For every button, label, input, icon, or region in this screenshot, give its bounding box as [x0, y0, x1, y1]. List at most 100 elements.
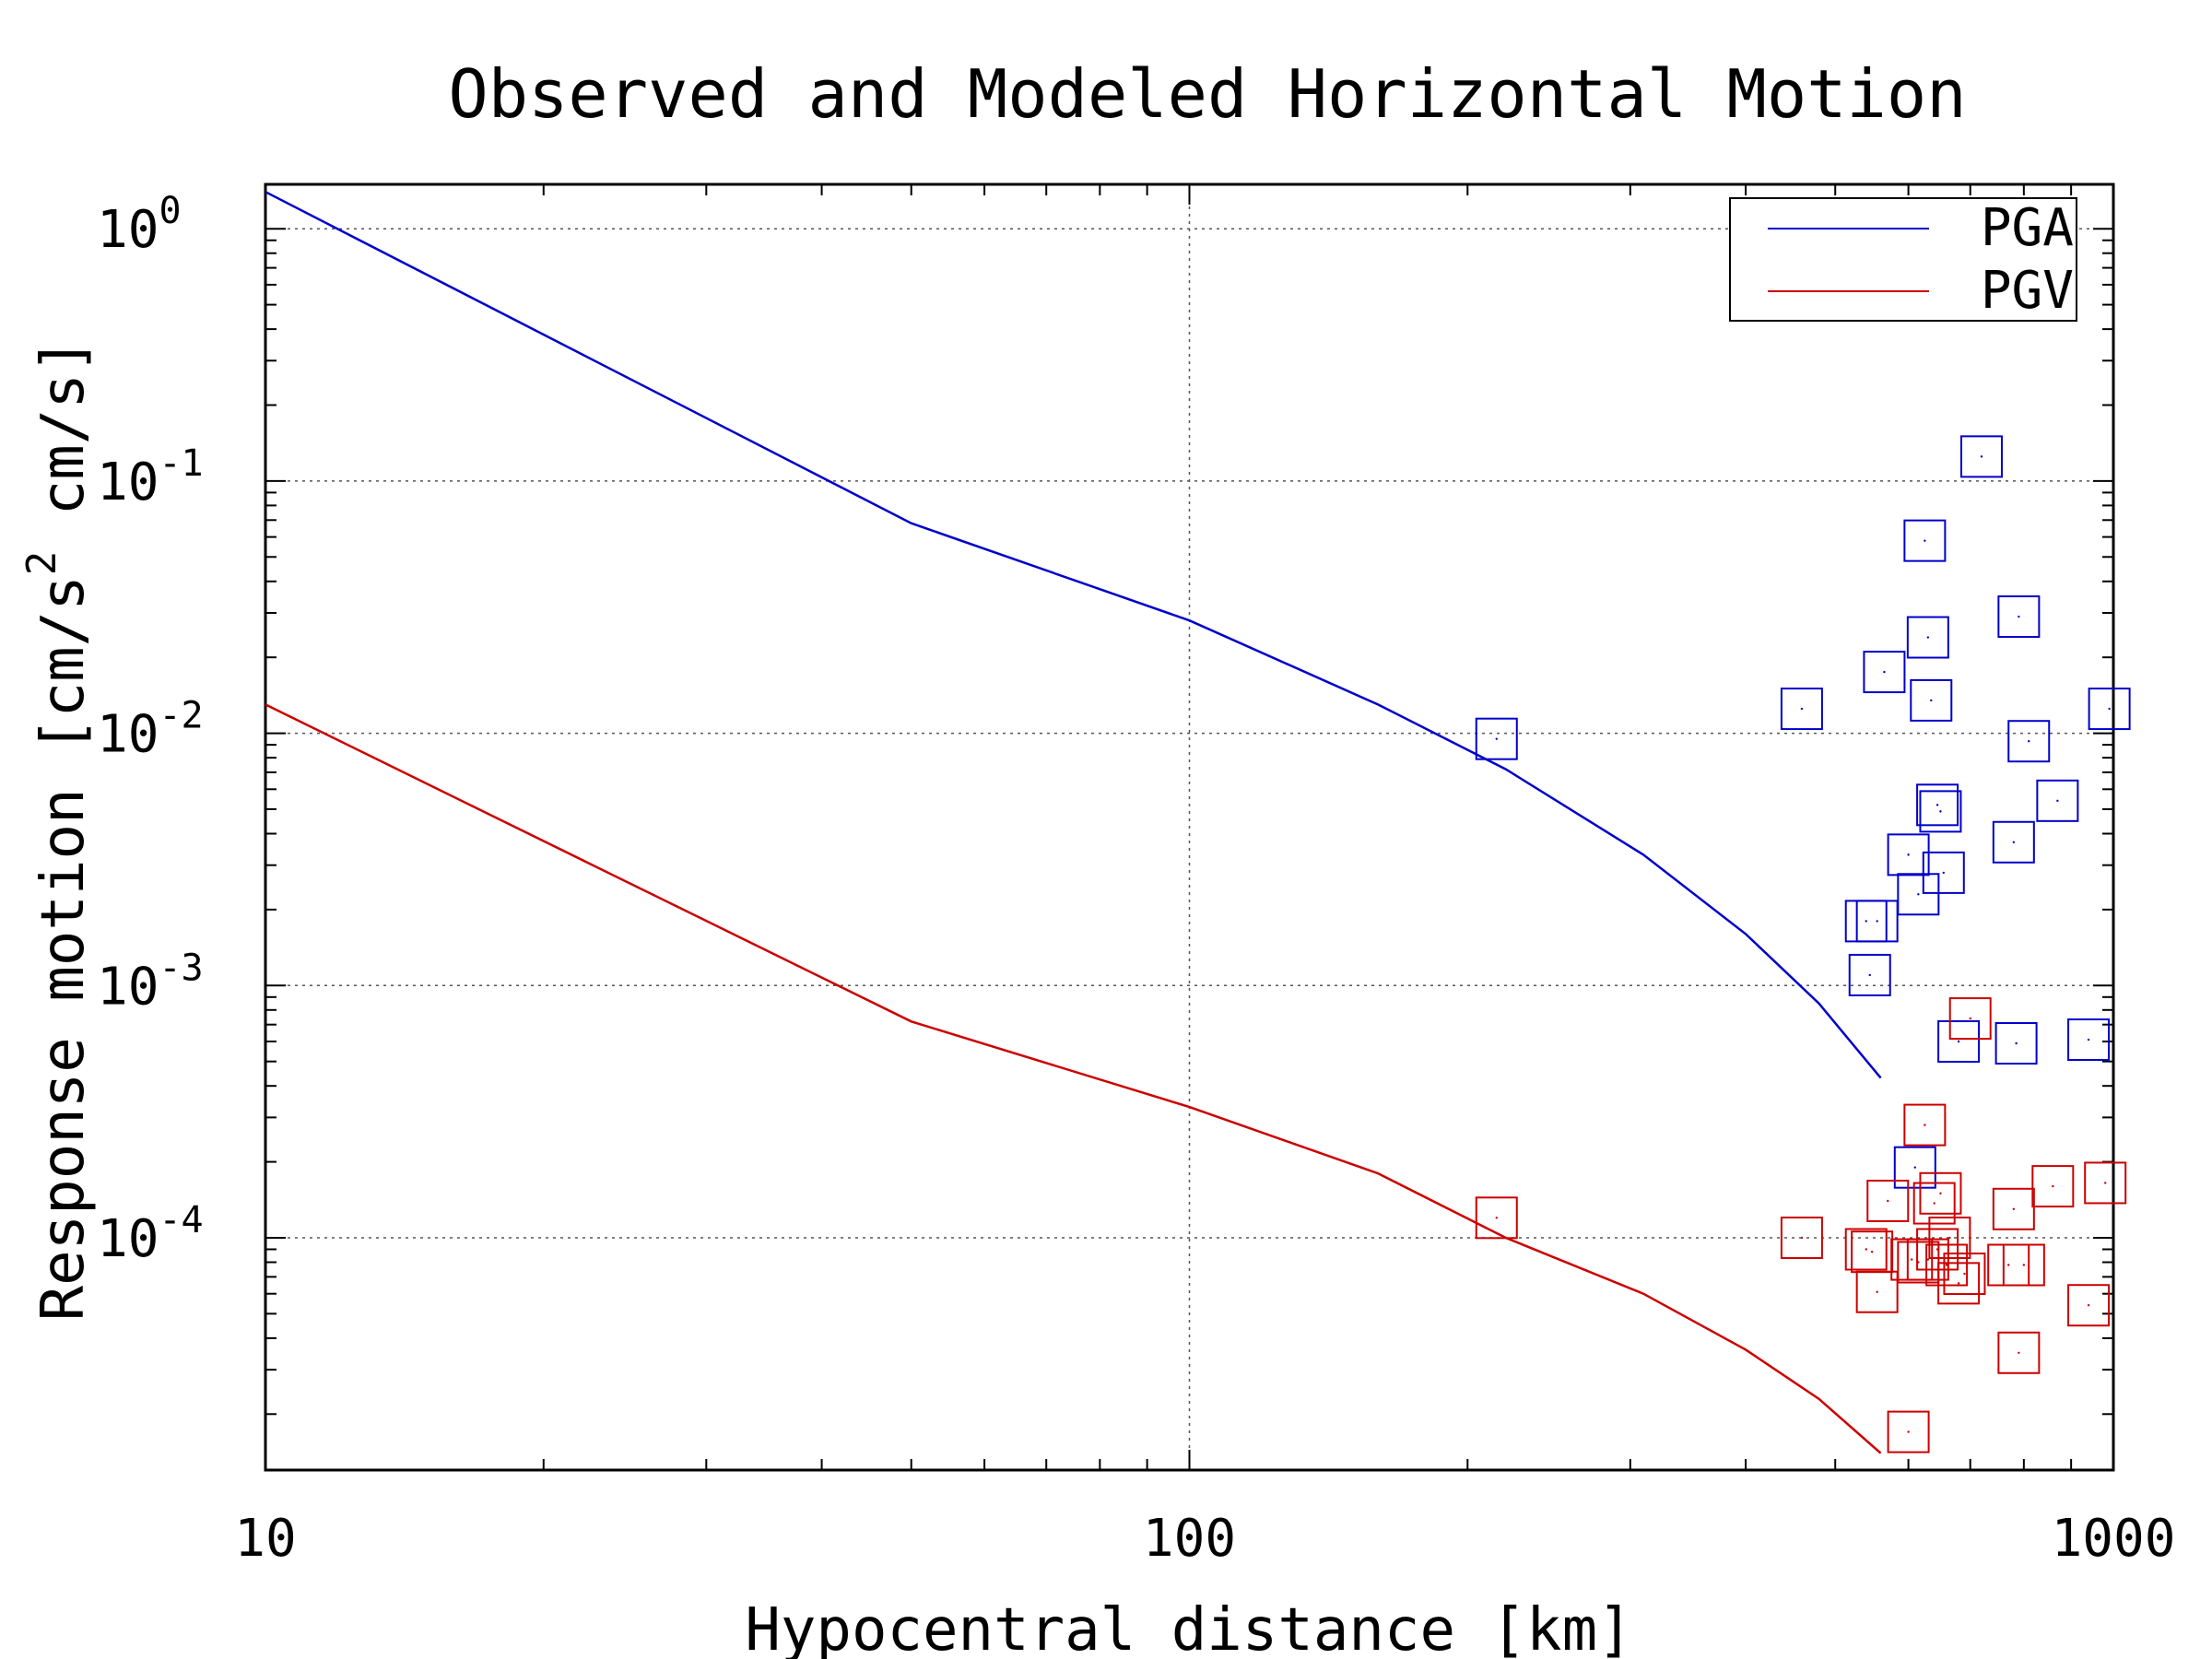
observed-marker	[1906, 616, 1949, 659]
legend-label-pga: PGA	[1981, 198, 2074, 258]
observed-marker-dot	[1876, 920, 1878, 923]
observed-marker	[1928, 1216, 1971, 1259]
observed-marker-dot	[1957, 1040, 1960, 1043]
observed-marker	[1848, 953, 1891, 996]
observed-marker-dot	[1865, 1248, 1867, 1251]
series-lines	[265, 191, 1882, 1454]
observed-marker-dot	[1868, 973, 1871, 977]
observed-marker-dot	[1969, 1017, 1971, 1020]
observed-marker-dot	[2007, 1264, 2010, 1266]
observed-marker	[1919, 1171, 1962, 1215]
x-tick-label: 1000	[2052, 1509, 2176, 1569]
observed-marker-dot	[1924, 1124, 1926, 1126]
observed-marker-dot	[1930, 699, 1933, 702]
observed-marker-dot	[1876, 1290, 1878, 1293]
y-tick-label: 10-2	[97, 695, 204, 765]
observed-marker	[1937, 1020, 1981, 1063]
observed-marker	[1912, 1182, 1956, 1225]
observed-marker	[2067, 1018, 2111, 1062]
observed-marker-dot	[2022, 1264, 2026, 1266]
observed-marker	[1992, 820, 2035, 864]
observed-marker	[2036, 779, 2079, 822]
observed-marker-dot	[1495, 737, 1498, 740]
observed-marker-dot	[1936, 1248, 1939, 1251]
observed-marker-dot	[1911, 1258, 1913, 1261]
observed-marker	[2002, 1243, 2045, 1287]
observed-marker	[2088, 688, 2131, 731]
y-tick-exponent: -2	[159, 695, 203, 737]
observed-marker	[2084, 1161, 2127, 1205]
y-axis-label-tail: cm/s]	[29, 338, 98, 551]
observed-marker	[1903, 519, 1947, 562]
observed-marker-dot	[2056, 799, 2059, 803]
observed-marker	[1925, 1243, 1969, 1287]
observed-marker-dot	[1963, 1272, 1966, 1276]
observed-marker-dot	[1924, 539, 1926, 542]
legend-label-pgv: PGV	[1981, 261, 2074, 321]
observed-marker	[1844, 1228, 1888, 1271]
observed-marker	[1855, 1270, 1899, 1313]
observed-marker	[1937, 1262, 1981, 1305]
observed-marker	[1959, 435, 2003, 478]
observed-marker	[1997, 595, 2041, 639]
observed-marker	[1887, 833, 1930, 877]
observed-marker	[1780, 1216, 1823, 1259]
series-line-pgv	[265, 703, 1882, 1454]
observed-marker	[1866, 1179, 1910, 1222]
observed-marker-dot	[1939, 810, 1942, 813]
y-tick-label: 100	[97, 190, 182, 260]
observed-marker-dot	[1800, 1236, 1804, 1240]
y-tick-exponent: 0	[159, 190, 181, 232]
observed-marker	[1897, 873, 1940, 916]
observed-marker	[1910, 678, 1953, 722]
observed-marker-dot	[1907, 1430, 1910, 1433]
observed-marker-dot	[1945, 1264, 1948, 1266]
observed-marker-dot	[1926, 636, 1930, 639]
observed-marker	[1780, 688, 1823, 731]
observed-marker-dot	[1800, 707, 1804, 711]
y-tick-base: 10	[97, 1209, 159, 1269]
observed-marker-dot	[2018, 1351, 2020, 1354]
y-axis-label: Response motion [cm/s2 cm/s]	[18, 338, 98, 1322]
observed-marker	[1475, 1196, 1518, 1240]
observed-marker-dot	[1495, 1217, 1498, 1219]
y-tick-base: 10	[97, 453, 159, 512]
legend: PGA PGV	[1729, 197, 2077, 322]
observed-marker	[1916, 1228, 1959, 1271]
series-line-pga	[265, 191, 1882, 1079]
y-tick-label: 10-4	[97, 1199, 204, 1269]
observed-marker	[1922, 851, 1965, 894]
observed-marker-dot	[1913, 1166, 1916, 1169]
observed-marker	[1948, 997, 1992, 1041]
observed-marker-dot	[1883, 670, 1886, 674]
observed-marker	[1994, 1021, 2038, 1065]
observed-marker-dot	[1917, 893, 1920, 896]
observed-marker-dot	[1942, 871, 1945, 875]
y-tick-label: 10-3	[97, 947, 204, 1017]
observed-marker-dot	[1870, 1250, 1874, 1253]
x-tick-label: 100	[1143, 1509, 1236, 1569]
observed-markers	[1475, 435, 2131, 1453]
observed-marker-dot	[2087, 1304, 2090, 1307]
observed-marker	[1475, 717, 1518, 760]
observed-marker-dot	[2052, 1184, 2054, 1188]
observed-marker	[1906, 1238, 1949, 1281]
observed-marker-dot	[2012, 1207, 2016, 1210]
y-tick-exponent: -4	[159, 1199, 203, 1241]
observed-marker	[1997, 1331, 2041, 1374]
observed-marker	[1919, 790, 1962, 833]
observed-marker-dot	[2012, 841, 2016, 843]
observed-marker	[1855, 900, 1899, 943]
legend-box	[1729, 197, 2077, 322]
observed-marker	[2007, 720, 2051, 763]
observed-marker	[1943, 1253, 1986, 1296]
y-tick-exponent: -1	[159, 442, 203, 485]
observed-marker-dot	[1936, 804, 1939, 806]
observed-marker	[2067, 1284, 2111, 1327]
x-tick-label: 10	[234, 1509, 296, 1569]
observed-marker-dot	[1887, 1199, 1889, 1203]
axis-ticks	[265, 184, 2113, 1470]
observed-marker-dot	[2108, 707, 2111, 711]
